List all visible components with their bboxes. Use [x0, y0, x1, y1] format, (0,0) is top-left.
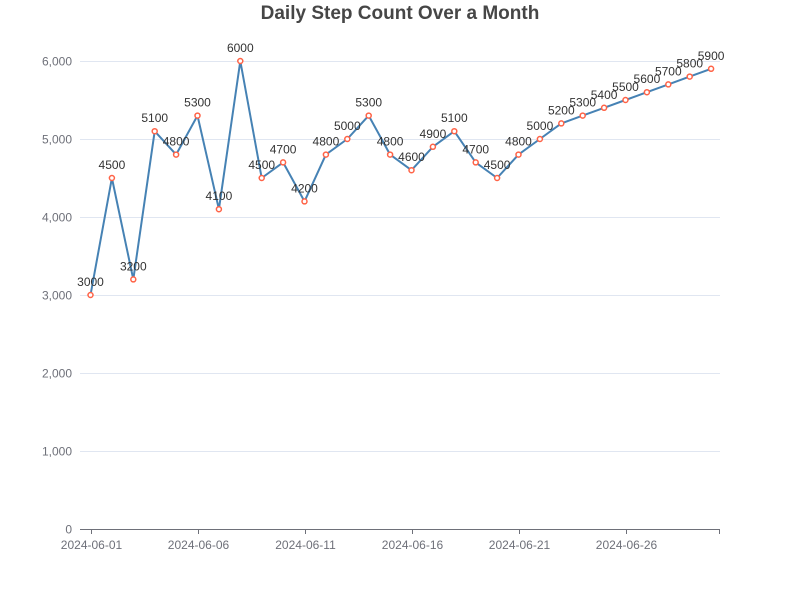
data-label: 5800 — [676, 57, 703, 71]
y-tick-label: 5,000 — [42, 133, 72, 147]
data-label: 5600 — [634, 72, 661, 86]
data-point[interactable] — [408, 166, 415, 174]
data-label: 6000 — [227, 41, 254, 55]
data-label: 5500 — [612, 80, 639, 94]
data-label: 5100 — [141, 111, 168, 125]
x-tick-label: 2024-06-01 — [61, 538, 123, 552]
data-point[interactable] — [558, 120, 565, 127]
data-label: 5300 — [184, 96, 211, 110]
x-tick-label: 2024-06-06 — [168, 538, 230, 552]
data-label: 4800 — [163, 135, 190, 149]
data-point[interactable] — [108, 174, 116, 182]
data-label: 5000 — [527, 119, 554, 133]
y-tick-label: 4,000 — [42, 211, 72, 225]
data-label: 4500 — [99, 158, 126, 172]
data-label: 5000 — [334, 119, 361, 133]
y-axis-labels: 0 1,000 2,000 3,000 4,000 5,000 6,000 — [42, 55, 72, 537]
data-point[interactable] — [686, 73, 693, 80]
y-tick-label: 2,000 — [42, 367, 72, 381]
data-point[interactable] — [622, 96, 629, 104]
data-point[interactable] — [172, 151, 180, 158]
data-label: 4500 — [484, 158, 511, 172]
data-label: 4800 — [505, 135, 532, 149]
data-label: 5300 — [569, 96, 596, 110]
data-point[interactable] — [87, 291, 94, 299]
data-label: 4800 — [313, 135, 340, 149]
data-point[interactable] — [515, 151, 522, 158]
data-point[interactable] — [237, 57, 244, 65]
data-points — [87, 57, 715, 299]
series-line — [89, 60, 712, 296]
data-point[interactable] — [258, 174, 265, 182]
data-point[interactable] — [665, 81, 672, 88]
data-label: 4800 — [377, 135, 404, 149]
x-tick-label: 2024-06-16 — [382, 538, 444, 552]
data-point[interactable] — [322, 151, 330, 158]
data-point[interactable] — [386, 151, 394, 158]
data-label: 4200 — [291, 181, 318, 195]
data-point[interactable] — [579, 112, 586, 119]
data-label: 4500 — [248, 158, 275, 172]
data-label: 5900 — [698, 49, 725, 63]
data-label: 4600 — [398, 150, 425, 164]
data-point[interactable] — [643, 88, 651, 96]
data-point[interactable] — [536, 135, 544, 143]
y-tick-label: 3,000 — [42, 289, 72, 303]
data-label: 5300 — [355, 96, 382, 110]
data-label: 4700 — [462, 142, 489, 156]
data-label: 5400 — [591, 88, 618, 102]
data-point[interactable] — [429, 143, 437, 151]
data-point[interactable] — [344, 135, 351, 143]
data-point[interactable] — [301, 198, 308, 205]
data-label: 5700 — [655, 64, 682, 78]
chart-title: Daily Step Count Over a Month — [261, 3, 540, 24]
data-point[interactable] — [151, 127, 158, 135]
data-label: 3000 — [77, 275, 104, 289]
data-point[interactable] — [493, 174, 501, 182]
data-label: 4700 — [270, 142, 297, 156]
y-tick-label: 0 — [65, 523, 72, 537]
data-point[interactable] — [600, 104, 608, 112]
x-tick-label: 2024-06-11 — [275, 538, 336, 552]
x-axis: 2024-06-01 2024-06-06 2024-06-11 2024-06-16… — [61, 529, 720, 552]
y-tick-label: 1,000 — [42, 445, 72, 459]
data-label: 4100 — [206, 189, 233, 203]
y-tick-label: 6,000 — [42, 55, 72, 69]
data-label: 5100 — [441, 111, 468, 125]
x-tick-label: 2024-06-21 — [489, 538, 551, 552]
data-point[interactable] — [472, 159, 479, 166]
data-point[interactable] — [130, 276, 137, 283]
data-point[interactable] — [194, 112, 201, 119]
data-label: 4900 — [420, 127, 447, 141]
data-point[interactable] — [215, 205, 223, 213]
x-tick-label: 2024-06-26 — [596, 538, 658, 552]
grid-lines — [80, 61, 720, 452]
data-point[interactable] — [707, 65, 715, 73]
data-point[interactable] — [279, 159, 287, 166]
data-label: 5200 — [548, 103, 575, 117]
data-labels: 3000 4500 3200 5100 4800 5300 4100 6000 4500 4700… — [77, 41, 725, 289]
data-point[interactable] — [365, 112, 372, 119]
data-label: 3200 — [120, 259, 147, 273]
data-point[interactable] — [451, 127, 458, 135]
